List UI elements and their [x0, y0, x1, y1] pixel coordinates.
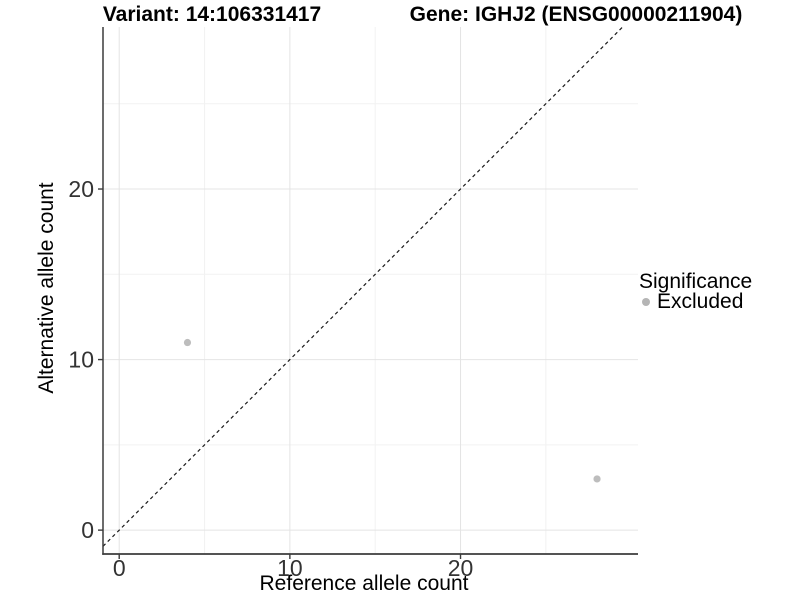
legend: Significance Excluded — [639, 270, 753, 313]
legend-item: Excluded — [639, 290, 752, 313]
data-point — [183, 338, 192, 347]
x-tick-label: 0 — [113, 555, 126, 581]
x-tick-label: 20 — [448, 555, 474, 581]
y-tick-label: 0 — [81, 517, 94, 543]
y-axis-title: Alternative allele count — [35, 182, 58, 394]
legend-title: Significance — [639, 270, 753, 293]
x-axis-title: Reference allele count — [259, 572, 469, 595]
legend-item-label: Excluded — [657, 290, 744, 313]
y-tick-label: 10 — [68, 347, 94, 373]
identity-line — [102, 26, 624, 547]
data-point — [593, 475, 601, 483]
plot-title-variant: Variant: 14:106331417 — [102, 3, 322, 26]
legend-items: Excluded — [639, 290, 752, 313]
legend-key-dot-icon — [642, 297, 650, 306]
plot-title-gene: Gene: IGHJ2 (ENSG00000211904) — [409, 3, 743, 26]
y-tick-label: 20 — [68, 176, 94, 202]
x-tick-label: 10 — [277, 555, 303, 581]
